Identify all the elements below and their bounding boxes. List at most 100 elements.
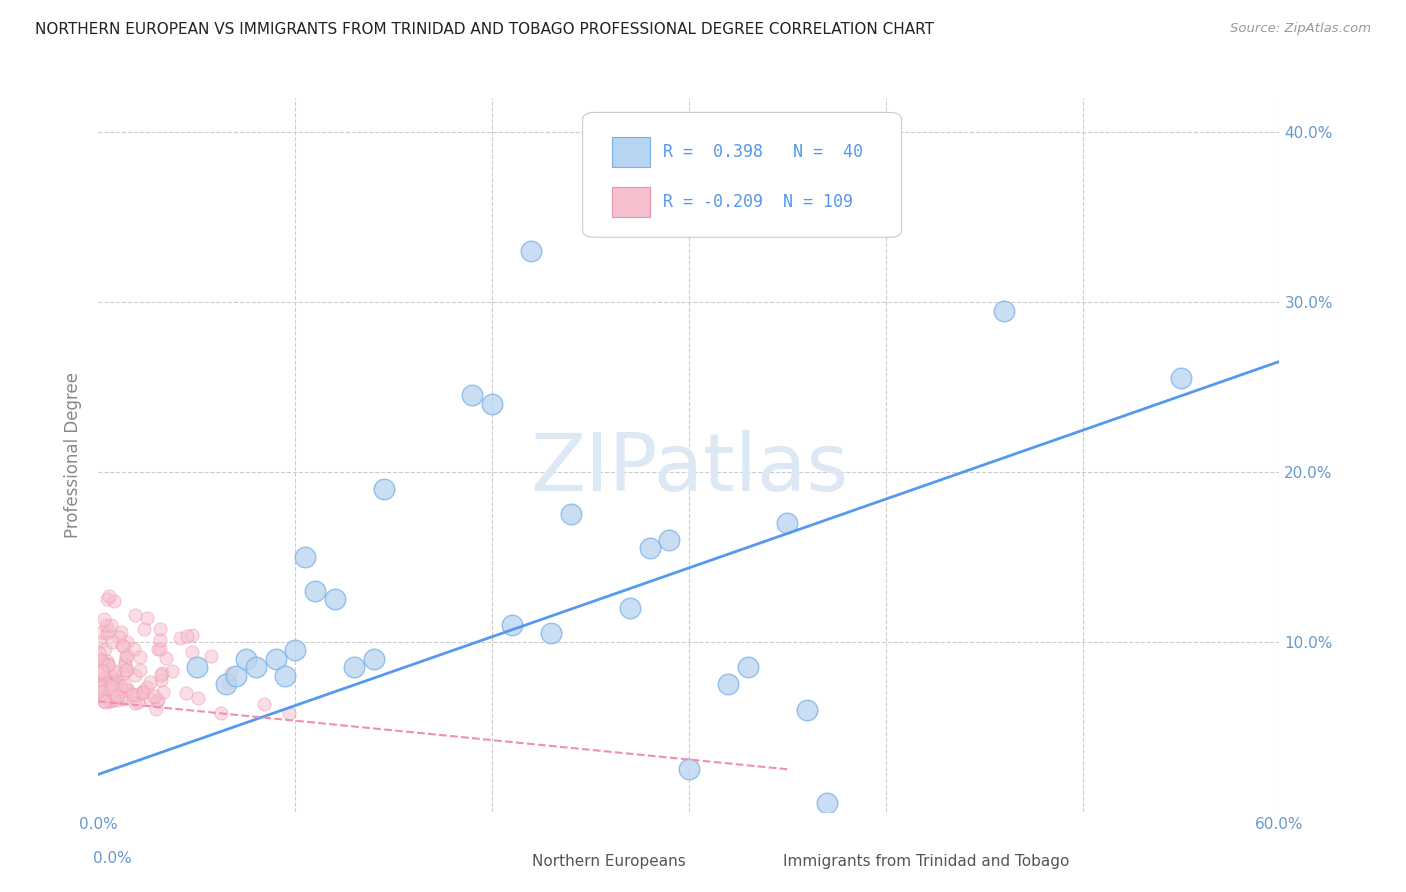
Bar: [612, 186, 650, 217]
Point: [149, 668, 172, 682]
Point: [277, 706, 299, 720]
Point: [132, 622, 155, 636]
Point: [121, 687, 143, 701]
Point: [363, 652, 385, 666]
Point: [142, 689, 165, 703]
Point: [209, 706, 232, 721]
Point: [89, 652, 111, 666]
Point: [107, 630, 129, 644]
Point: [619, 600, 641, 615]
Point: [98, 624, 121, 638]
Point: [501, 617, 523, 632]
Point: [114, 677, 136, 691]
Point: [96, 654, 118, 668]
Text: R = -0.209  N = 109: R = -0.209 N = 109: [664, 193, 853, 211]
Point: [343, 660, 366, 674]
Text: Northern Europeans: Northern Europeans: [531, 855, 686, 869]
Point: [245, 660, 267, 674]
Point: [152, 685, 174, 699]
Point: [124, 689, 146, 703]
Text: Source: ZipAtlas.com: Source: ZipAtlas.com: [1230, 22, 1371, 36]
Point: [124, 668, 146, 682]
Point: [187, 691, 209, 706]
Point: [110, 690, 132, 705]
Point: [200, 648, 222, 663]
Point: [100, 618, 122, 632]
Point: [105, 674, 128, 689]
Point: [176, 629, 198, 643]
Point: [124, 696, 146, 710]
Point: [100, 694, 122, 708]
Point: [110, 681, 132, 696]
Point: [373, 482, 395, 496]
Point: [91, 684, 114, 698]
Point: [96, 626, 118, 640]
Point: [115, 683, 138, 698]
Point: [104, 664, 127, 678]
Point: [93, 612, 115, 626]
Point: [115, 649, 138, 664]
Y-axis label: Professional Degree: Professional Degree: [65, 372, 83, 538]
Point: [96, 617, 118, 632]
Point: [461, 388, 484, 402]
Text: ZIPatlas: ZIPatlas: [530, 430, 848, 508]
Point: [169, 632, 191, 646]
Text: NORTHERN EUROPEAN VS IMMIGRANTS FROM TRINIDAD AND TOBAGO PROFESSIONAL DEGREE COR: NORTHERN EUROPEAN VS IMMIGRANTS FROM TRI…: [35, 22, 934, 37]
Point: [114, 654, 136, 668]
Point: [97, 657, 120, 672]
Point: [658, 533, 681, 547]
Point: [107, 689, 129, 703]
Point: [145, 701, 167, 715]
Point: [97, 692, 120, 706]
Point: [323, 592, 346, 607]
Point: [796, 703, 818, 717]
Point: [115, 635, 138, 649]
Point: [110, 680, 132, 694]
Point: [186, 660, 208, 674]
Point: [114, 657, 136, 672]
Point: [993, 303, 1015, 318]
Point: [139, 691, 162, 706]
Point: [181, 628, 204, 642]
Point: [91, 655, 114, 669]
Point: [149, 642, 172, 657]
Point: [815, 796, 838, 810]
Point: [235, 652, 257, 666]
Point: [174, 686, 197, 700]
Point: [103, 692, 125, 706]
Point: [129, 663, 152, 677]
Point: [105, 693, 128, 707]
Point: [217, 675, 239, 690]
Point: [117, 682, 139, 697]
Point: [219, 665, 242, 680]
Point: [264, 652, 287, 666]
Point: [139, 674, 162, 689]
Point: [97, 589, 120, 603]
Point: [129, 650, 152, 665]
Point: [776, 516, 799, 530]
Point: [678, 762, 700, 776]
Point: [93, 694, 115, 708]
Point: [146, 693, 169, 707]
Point: [90, 624, 112, 639]
Point: [100, 635, 122, 649]
Point: [100, 668, 122, 682]
Point: [284, 643, 307, 657]
Point: [737, 660, 759, 674]
Point: [294, 549, 316, 564]
Text: R =  0.398   N =  40: R = 0.398 N = 40: [664, 143, 863, 161]
Point: [90, 690, 112, 705]
Point: [520, 244, 543, 258]
Point: [94, 657, 117, 672]
Point: [253, 697, 276, 711]
Text: 0.0%: 0.0%: [93, 851, 131, 866]
Point: [112, 640, 135, 654]
Point: [560, 508, 582, 522]
Point: [93, 695, 115, 709]
Point: [115, 663, 138, 677]
Point: [638, 541, 661, 556]
Point: [89, 635, 111, 649]
Point: [93, 671, 115, 685]
Point: [155, 651, 177, 665]
Point: [149, 633, 172, 648]
